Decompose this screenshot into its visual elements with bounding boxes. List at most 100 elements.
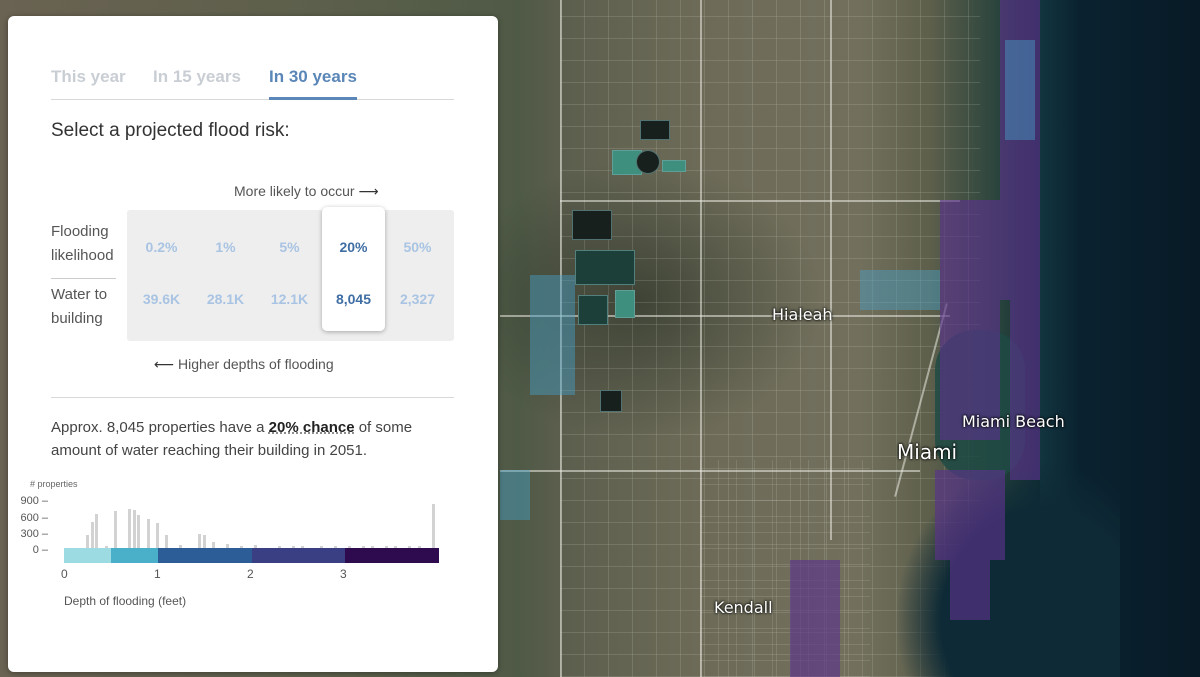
road <box>830 0 832 540</box>
histogram-bar <box>431 504 435 548</box>
histogram-bar <box>240 546 244 548</box>
property-count: 39.6K <box>142 291 181 307</box>
flood-zone <box>790 560 840 677</box>
y-tick: 300 – <box>20 528 48 540</box>
city-label-miami-beach: Miami Beach <box>962 412 1065 431</box>
water-row-label: Water to building <box>51 283 121 331</box>
risk-option-grid: 0.2% 39.6K 1% 28.1K 5% 12.1K 20% 8,045 5… <box>127 207 454 341</box>
y-tick: 0 – <box>32 544 48 556</box>
histogram-bar <box>156 522 159 548</box>
histogram-bar <box>361 546 365 548</box>
histogram-bar <box>95 513 99 548</box>
histogram-bar <box>254 544 258 548</box>
y-tick: 600 – <box>20 512 48 524</box>
water-label-line1: Water to <box>51 286 108 303</box>
histogram-bar <box>179 545 183 548</box>
lake <box>578 295 608 325</box>
likelihood-value: 1% <box>215 239 236 255</box>
property-count: 12.1K <box>270 291 309 307</box>
flood-zone-shallow <box>1005 40 1035 140</box>
histogram-bar <box>408 546 412 548</box>
histogram-bar <box>90 522 94 548</box>
histogram-x-label: Depth of flooding (feet) <box>64 594 187 608</box>
city-label-hialeah: Hialeah <box>772 305 833 324</box>
road <box>560 0 562 677</box>
likelihood-value: 50% <box>403 239 432 255</box>
flood-zone-shallow <box>530 275 575 395</box>
lake <box>575 250 635 285</box>
flood-risk-panel: This year In 15 years In 30 years Select… <box>8 16 498 672</box>
histogram-bar <box>198 534 202 548</box>
higher-depths-text: Higher depths of flooding <box>177 356 334 372</box>
risk-option-50-percent[interactable]: 50% 2,327 <box>386 210 449 341</box>
histogram-bar <box>385 546 389 548</box>
x-tick: 1 <box>154 567 161 581</box>
histogram-bar <box>165 534 169 548</box>
tab-this-year[interactable]: This year <box>51 67 126 86</box>
city-label-miami: Miami <box>897 440 958 464</box>
lake <box>615 290 635 318</box>
lake <box>572 210 612 240</box>
likelihood-value: 20% <box>339 239 368 255</box>
x-tick: 3 <box>340 567 347 581</box>
lake <box>600 390 622 412</box>
summary-text: Approx. 8,045 properties have a 20% chan… <box>51 416 461 462</box>
histogram-bar <box>146 519 150 548</box>
histogram-bar <box>127 508 131 548</box>
likelihood-value: 5% <box>279 239 300 255</box>
risk-option-20-percent[interactable]: 20% 8,045 <box>322 207 385 331</box>
property-count: 28.1K <box>206 291 245 307</box>
arrow-right-icon: ⟶ <box>358 184 379 200</box>
time-horizon-tabs: This year In 15 years In 30 years <box>51 66 454 100</box>
row-divider <box>51 278 116 279</box>
depth-scale-1-2 <box>158 548 252 563</box>
risk-option-0-2-percent[interactable]: 0.2% 39.6K <box>130 210 193 341</box>
histogram-bar <box>291 545 295 548</box>
histogram-bar <box>300 546 304 548</box>
more-likely-hint: More likely to occur ⟶ <box>234 183 379 200</box>
tab-in-15-years[interactable]: In 15 years <box>153 67 241 86</box>
lake <box>662 160 686 172</box>
higher-depths-hint: ⟵ Higher depths of flooding <box>154 356 334 373</box>
flood-zone <box>1010 300 1040 480</box>
histogram-bar <box>202 534 206 548</box>
histogram-y-title: # properties <box>30 479 78 489</box>
histogram-bar <box>277 546 281 548</box>
question-heading: Select a projected flood risk: <box>51 120 290 141</box>
water-label-line2: building <box>51 310 103 327</box>
likelihood-value: 0.2% <box>145 239 178 255</box>
summary-suffix: of some amount of water reaching their b… <box>51 419 413 459</box>
lake <box>636 150 660 174</box>
histogram-bar <box>371 546 375 548</box>
depth-scale-0-0.5 <box>64 548 111 563</box>
flood-zone <box>935 470 1005 560</box>
arrow-left-icon: ⟵ <box>154 357 175 373</box>
depth-scale-3-plus <box>345 548 439 563</box>
summary-chance[interactable]: 20% chance <box>268 419 355 436</box>
flood-zone-shallow <box>860 270 940 310</box>
tab-in-30-years[interactable]: In 30 years <box>269 66 357 100</box>
histogram-bar <box>347 545 351 548</box>
likelihood-label-line1: Flooding <box>51 223 109 240</box>
histogram-bar <box>104 546 108 548</box>
road <box>500 470 920 472</box>
histogram-bar <box>85 534 89 548</box>
flood-zone <box>940 200 1000 440</box>
depth-scale-2-3 <box>252 548 345 563</box>
road <box>500 315 950 317</box>
road <box>700 0 702 677</box>
road <box>560 200 960 202</box>
more-likely-text: More likely to occur <box>234 183 355 199</box>
property-count: 8,045 <box>335 291 372 307</box>
street-grid-south <box>700 460 870 677</box>
depth-scale-0.5-1 <box>111 548 158 563</box>
likelihood-label-line2: likelihood <box>51 247 114 264</box>
histogram-bar <box>319 546 323 548</box>
histogram-bar <box>417 546 421 548</box>
histogram-bar <box>226 544 230 548</box>
flood-zone <box>950 560 990 620</box>
risk-option-1-percent[interactable]: 1% 28.1K <box>194 210 257 341</box>
histogram-bar <box>137 514 141 548</box>
property-count: 2,327 <box>399 291 436 307</box>
risk-option-5-percent[interactable]: 5% 12.1K <box>258 210 321 341</box>
